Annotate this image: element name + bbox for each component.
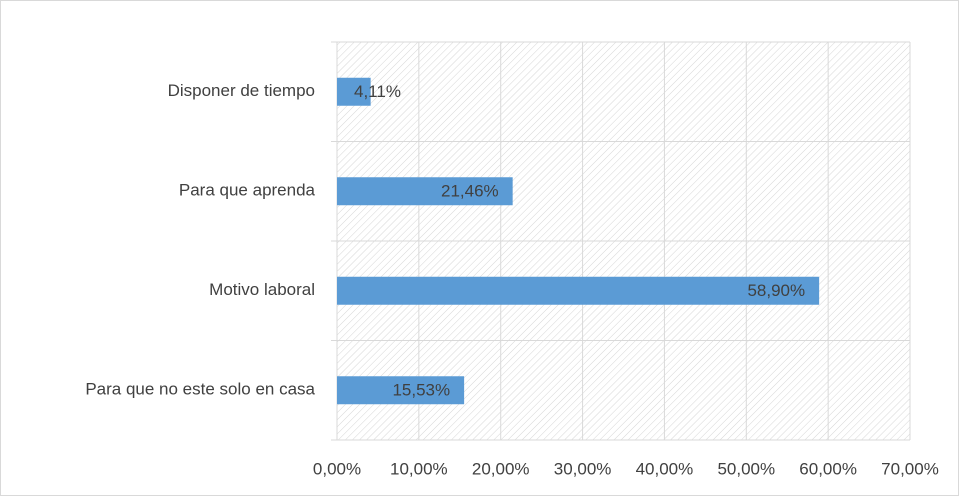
data-label: 15,53% [392, 381, 450, 400]
x-tick-label: 50,00% [717, 459, 775, 478]
x-tick-label: 0,00% [313, 459, 361, 478]
x-tick-label: 30,00% [554, 459, 612, 478]
data-label: 21,46% [441, 182, 499, 201]
data-label: 58,90% [747, 281, 805, 300]
x-tick-label: 20,00% [472, 459, 530, 478]
bar [337, 77, 371, 106]
y-tick-label: Para que no este solo en casa [85, 380, 315, 399]
bar [337, 276, 820, 305]
y-tick-label: Motivo laboral [209, 280, 315, 299]
bar [337, 177, 513, 206]
y-tick-label: Para que aprenda [179, 181, 316, 200]
data-label: 4,11% [354, 82, 401, 101]
bar [337, 376, 465, 405]
x-tick-label: 60,00% [799, 459, 857, 478]
y-tick-label: Disponer de tiempo [168, 81, 315, 100]
x-tick-label: 70,00% [881, 459, 939, 478]
x-tick-label: 40,00% [636, 459, 694, 478]
x-tick-label: 10,00% [390, 459, 448, 478]
